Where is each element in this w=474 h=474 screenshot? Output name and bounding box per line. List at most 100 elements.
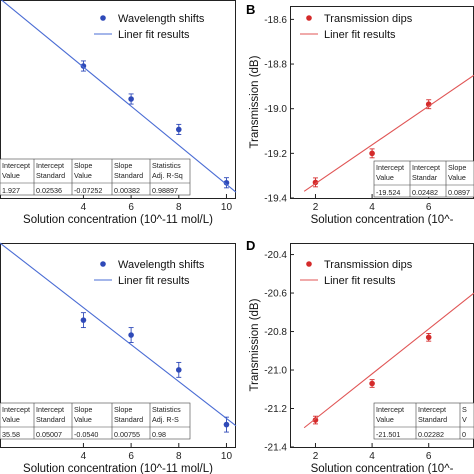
legend-marker <box>306 261 312 267</box>
legend-label: Liner fit results <box>118 29 190 41</box>
stats-table <box>0 402 191 440</box>
y-tick-label: -21.4 <box>264 443 287 454</box>
y-tick-label: -20.8 <box>264 327 287 338</box>
y-tick-label: -18.6 <box>264 15 287 26</box>
x-tick-label: 6 <box>426 202 432 213</box>
x-tick-label: 4 <box>369 202 375 213</box>
data-point <box>128 332 134 338</box>
fit-line <box>303 292 474 429</box>
y-tick-label: -19.4 <box>264 194 287 205</box>
table-cell: Intercept <box>418 405 446 414</box>
x-tick-label: 4 <box>369 451 375 462</box>
legend-label: Transmission dips <box>324 259 413 271</box>
table-cell: S <box>462 405 467 414</box>
x-tick-label: 4 <box>81 451 87 462</box>
fit-line <box>303 74 474 192</box>
fit-line <box>0 242 237 427</box>
x-tick-label: 4 <box>81 202 87 213</box>
table-cell: V <box>462 415 467 424</box>
data-point <box>80 63 87 69</box>
chart-panel-0: 4 6 8 10 Solution concentration (10^-11 mol/… <box>0 0 237 226</box>
table-cell: Adj. R-S <box>152 415 179 424</box>
table-cell: Value <box>2 415 20 424</box>
table-cell: Intercept <box>2 405 30 414</box>
y-axis-label: Transmission (dB) <box>249 298 261 391</box>
table-cell: 35.58 <box>2 430 20 439</box>
table-cell: 0 <box>462 430 466 439</box>
x-tick-label: 8 <box>176 202 182 213</box>
table-cell: 0.0897 <box>448 188 470 197</box>
legend-label: Transmission dips <box>324 13 413 25</box>
plot-frame <box>0 0 236 199</box>
stats-table <box>373 402 474 440</box>
table-cell: 0.98 <box>152 430 166 439</box>
x-tick-label: 10 <box>221 451 233 462</box>
legend-label: Wavelength shifts <box>118 13 205 25</box>
x-tick-label: 6 <box>128 451 134 462</box>
table-cell: Intercept <box>376 405 404 414</box>
y-tick-label: -21.2 <box>264 404 287 415</box>
table-cell: Standard <box>36 415 65 424</box>
panel-letter: B <box>246 2 255 17</box>
table-cell: 1.927 <box>2 186 20 195</box>
chart-panel-2: 4 6 8 10 Solution concentration (10^-11 mol/… <box>0 242 237 474</box>
legend-marker <box>100 15 106 21</box>
legend-label: Liner fit results <box>324 29 396 41</box>
y-tick-label: -20.6 <box>264 289 287 300</box>
table-cell: Standard <box>418 415 447 424</box>
y-axis-label: Transmission (dB) <box>249 55 261 148</box>
data-point <box>223 421 230 428</box>
table-cell: Value <box>376 173 394 182</box>
y-tick-label: -20.4 <box>264 250 287 261</box>
chart-panel-3: 2 4 6 -20.4 -20.6 -20.8 -21.0 -21.2 -21.4 Solutio… <box>246 238 474 474</box>
table-cell: Value <box>448 173 466 182</box>
table-cell: Slope <box>114 405 132 414</box>
table-cell: 0.98897 <box>152 186 178 195</box>
x-tick-label: 2 <box>313 451 319 462</box>
table-cell: Intercept <box>2 161 30 170</box>
table-cell: Slope <box>74 405 92 414</box>
table-cell: 0.00382 <box>114 186 140 195</box>
table-cell: Standard <box>36 171 65 180</box>
stats-table <box>0 158 191 196</box>
table-cell: Statistics <box>152 405 181 414</box>
table-cell: 0.05007 <box>36 430 62 439</box>
y-tick-label: -19.0 <box>264 104 287 115</box>
table-cell: Value <box>376 415 394 424</box>
table-cell: Intercept <box>36 161 64 170</box>
table-cell: Standard <box>114 415 143 424</box>
table-cell: Adj. R-Sq <box>152 171 183 180</box>
plot-frame <box>0 243 236 448</box>
x-axis-label: Solution concentration (10^-11 mol/L) <box>23 214 213 226</box>
x-tick-label: 2 <box>313 202 319 213</box>
table-cell: Standard <box>114 171 143 180</box>
data-point <box>80 317 87 323</box>
y-tick-label: -21.0 <box>264 366 287 377</box>
x-tick-label: 10 <box>221 202 233 213</box>
data-point <box>312 179 319 186</box>
legend-label: Wavelength shifts <box>118 259 205 271</box>
stats-table <box>373 160 474 198</box>
x-axis-label: Solution concentration (10^- <box>311 214 454 226</box>
table-cell: Value <box>2 171 20 180</box>
table-cell: Intercept <box>412 163 440 172</box>
table-cell: Slope <box>448 163 466 172</box>
data-point <box>223 179 230 186</box>
table-cell: Slope <box>74 161 92 170</box>
table-cell: -21.501 <box>376 430 400 439</box>
table-cell: Standar <box>412 173 438 182</box>
chart-panel-1: 2 4 6 -18.6 -18.8 -19.0 -19.2 -19.4 Solution con… <box>246 2 474 226</box>
x-axis-label: Solution concentration (10^-11 mol/L) <box>23 463 213 474</box>
panel-letter: D <box>246 238 255 253</box>
data-point <box>312 417 319 423</box>
legend-label: Liner fit results <box>324 275 396 287</box>
table-cell: Statistics <box>152 161 181 170</box>
table-cell: -19.524 <box>376 188 400 197</box>
table-cell: Slope <box>114 161 132 170</box>
table-cell: 0.02282 <box>418 430 444 439</box>
table-cell: -0.0540 <box>74 430 98 439</box>
y-tick-label: -19.2 <box>264 149 287 160</box>
x-tick-label: 8 <box>176 451 182 462</box>
table-cell: Value <box>74 171 92 180</box>
